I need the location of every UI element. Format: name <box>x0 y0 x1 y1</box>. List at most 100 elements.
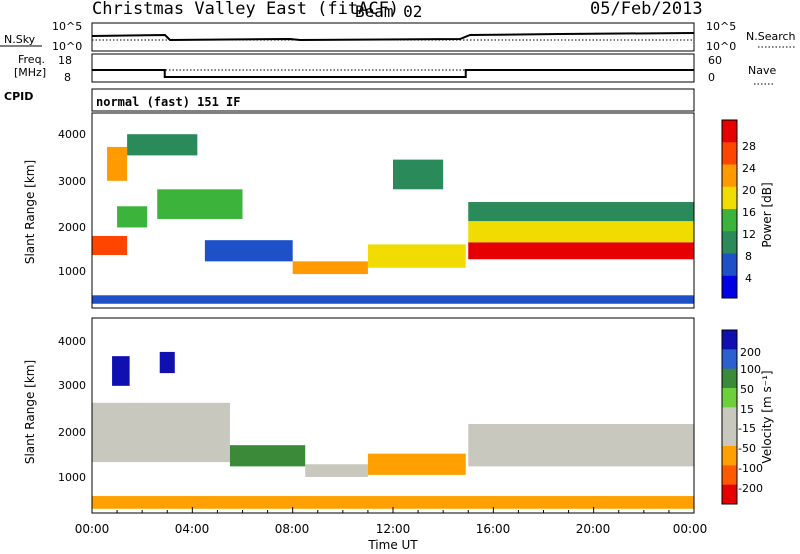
date-label: 05/Feb/2013 <box>590 0 703 19</box>
power-ytick-1000: 1000 <box>58 265 86 278</box>
velocity-band-0 <box>92 402 230 463</box>
velocity-colorbar-segment-2 <box>722 368 737 389</box>
nave-tick-bottom: 0 <box>708 71 715 84</box>
power-ylabel: Slant Range [km] <box>23 160 37 264</box>
x-axis-label: Time UT <box>367 538 418 552</box>
freq-label: Freq. <box>18 53 45 66</box>
freq-panel-frame <box>91 53 695 83</box>
power-band-3 <box>157 189 243 219</box>
velocity-colorbar <box>722 330 737 505</box>
vel-cbar-tick-50: 50 <box>740 383 754 396</box>
vel-cbar-tick-neg200: -200 <box>738 482 763 495</box>
power-band-4 <box>127 134 198 156</box>
velocity-band-6 <box>468 423 694 467</box>
noise-right-tick-top: 10^5 <box>706 20 736 33</box>
power-colorbar-segment-7 <box>722 275 737 299</box>
velocity-colorbar-segment-7 <box>722 465 737 486</box>
velocity-colorbar-frame <box>721 329 738 505</box>
power-colorbar <box>722 120 737 299</box>
vel-cbar-tick-neg15: -15 <box>738 422 756 435</box>
noise-right-tick-bottom: 10^0 <box>706 40 736 53</box>
velocity-ylabel: Slant Range [km] <box>23 360 37 464</box>
power-band-2 <box>117 206 148 228</box>
cpid-label: CPID <box>4 90 33 103</box>
vel-cbar-tick-100: 100 <box>740 363 761 376</box>
velocity-band-1 <box>112 356 130 386</box>
nave-label: Nave <box>748 64 776 77</box>
power-panel <box>91 112 695 309</box>
nave-tick-top: 60 <box>708 54 722 67</box>
power-colorbar-segment-2 <box>722 164 737 188</box>
cpid-value: normal (fast) 151 IF <box>96 95 241 109</box>
power-colorbar-segment-6 <box>722 253 737 277</box>
x-tick-20: 20:00 <box>576 522 611 536</box>
noise-left-tick-bottom: 10^0 <box>52 40 82 53</box>
velocity-band-2 <box>159 351 175 374</box>
power-colorbar-segment-4 <box>722 209 737 232</box>
noise-sky-line <box>91 32 695 42</box>
velocity-colorbar-segment-3 <box>722 388 737 408</box>
power-band-0 <box>92 235 128 256</box>
power-colorbar-label: Power [dB] <box>760 182 774 247</box>
beam-label: Beam 02 <box>355 2 422 21</box>
velocity-ytick-2000: 2000 <box>58 426 86 439</box>
power-colorbar-segment-0 <box>722 120 737 143</box>
velocity-colorbar-label: Velocity [m s⁻¹] <box>760 370 774 463</box>
velocity-panel <box>91 317 695 514</box>
noise-sky-label: N.Sky <box>4 33 36 46</box>
power-band-6 <box>292 261 368 275</box>
x-tick-08: 08:00 <box>275 522 310 536</box>
velocity-colorbar-segment-8 <box>722 484 737 505</box>
power-band-12 <box>92 295 694 304</box>
noise-left-tick-top: 10^5 <box>52 20 82 33</box>
power-ytick-3000: 3000 <box>58 175 86 188</box>
power-ytick-2000: 2000 <box>58 221 86 234</box>
velocity-colorbar-segment-1 <box>722 349 737 370</box>
freq-tick-top: 18 <box>58 54 72 67</box>
vel-cbar-tick-neg50: -50 <box>738 442 756 455</box>
power-colorbar-segment-5 <box>722 231 737 254</box>
x-axis-ticks <box>91 507 695 513</box>
power-cbar-tick-12: 12 <box>742 228 756 241</box>
vel-cbar-tick-neg100: -100 <box>738 462 763 475</box>
x-tick-24: 00:00 <box>673 522 708 536</box>
cpid-panel-frame <box>91 88 695 112</box>
vel-cbar-tick-15: 15 <box>740 403 754 416</box>
x-tick-16: 16:00 <box>476 522 511 536</box>
velocity-colorbar-segment-0 <box>722 330 737 350</box>
power-band-9 <box>468 242 694 260</box>
noise-search-label: N.Search <box>746 30 796 43</box>
velocity-band-7 <box>92 496 694 509</box>
power-band-7 <box>367 244 466 268</box>
power-cbar-tick-4: 4 <box>745 272 752 285</box>
power-colorbar-segment-3 <box>722 186 737 210</box>
x-tick-12: 12:00 <box>376 522 411 536</box>
x-tick-00: 00:00 <box>75 522 110 536</box>
velocity-colorbar-segment-5 <box>722 426 737 447</box>
power-band-5 <box>204 240 293 262</box>
station-title: Christmas Valley East (fitACF) <box>92 0 399 19</box>
velocity-colorbar-segment-6 <box>722 446 737 466</box>
freq-tick-bottom: 8 <box>64 71 71 84</box>
power-cbar-tick-16: 16 <box>742 206 756 219</box>
freq-unit: [MHz] <box>14 66 46 79</box>
power-cbar-tick-24: 24 <box>742 162 756 175</box>
power-band-11 <box>468 202 694 222</box>
power-panel-frame <box>91 112 695 309</box>
velocity-band-4 <box>305 464 368 477</box>
power-ytick-4000: 4000 <box>58 128 86 141</box>
velocity-ytick-4000: 4000 <box>58 335 86 348</box>
velocity-band-5 <box>367 453 466 475</box>
noise-panel-frame <box>91 22 695 52</box>
power-band-10 <box>468 221 694 243</box>
power-cbar-tick-20: 20 <box>742 184 756 197</box>
frequency-line <box>92 69 694 78</box>
velocity-ytick-1000: 1000 <box>58 471 86 484</box>
power-band-1 <box>107 146 128 181</box>
power-cbar-tick-8: 8 <box>745 250 752 263</box>
x-tick-04: 04:00 <box>175 522 210 536</box>
velocity-colorbar-segment-4 <box>722 407 737 428</box>
velocity-band-3 <box>229 445 306 467</box>
power-band-8 <box>393 159 444 190</box>
